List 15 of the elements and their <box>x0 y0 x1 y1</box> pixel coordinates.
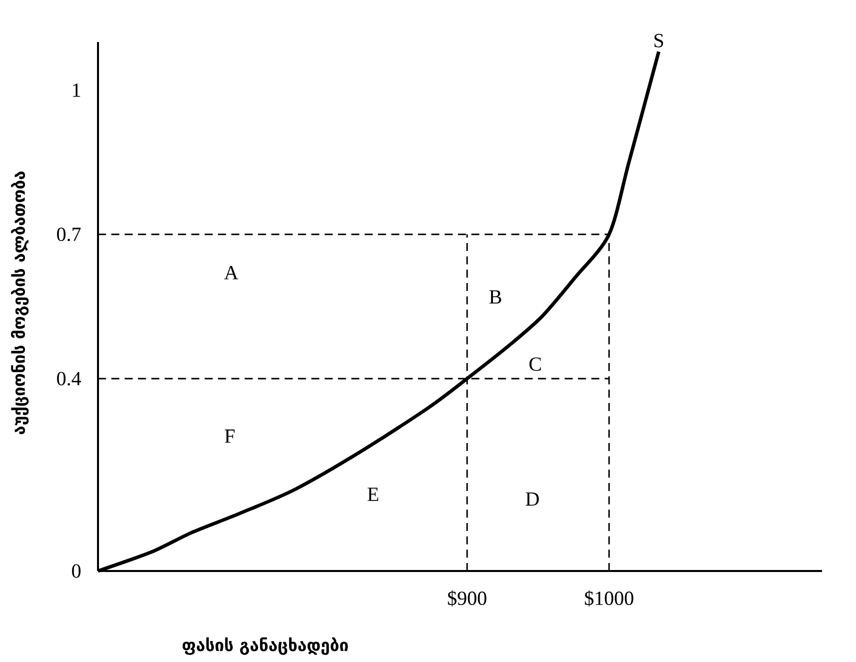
annotation: E <box>368 488 378 501</box>
annotation: C <box>529 357 541 371</box>
y-tick-label: 0.7 <box>57 228 81 242</box>
annotation: F <box>224 430 235 443</box>
x-axis-title: ფასის განაცხადები <box>182 637 348 655</box>
annotation: D <box>526 492 539 506</box>
y-tick-label: 1 <box>73 83 80 97</box>
y-tick-label: 0.4 <box>57 372 81 386</box>
annotation: B <box>489 290 502 304</box>
x-tick-label: $900 <box>448 590 486 606</box>
x-tick-label: $1000 <box>584 590 634 606</box>
y-tick-label: 0 <box>72 564 81 578</box>
y-axis-title: აუქციონის მოგების ალბათობა <box>10 172 29 434</box>
series-label: S <box>654 34 664 48</box>
annotation: A <box>224 266 238 280</box>
